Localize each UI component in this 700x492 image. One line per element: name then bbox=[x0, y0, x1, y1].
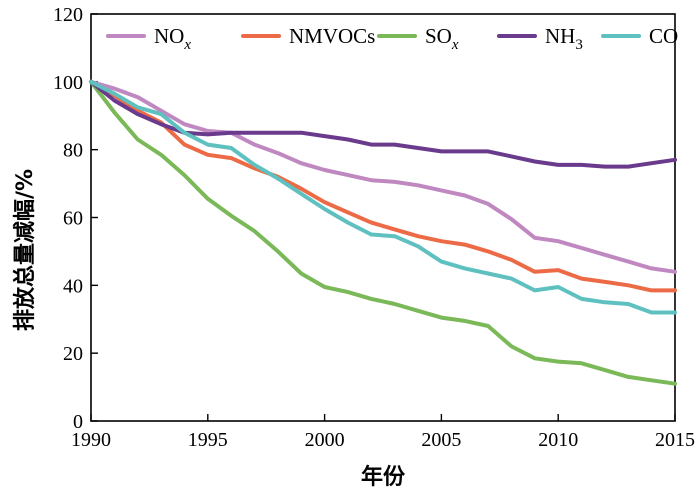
y-tick-label: 40 bbox=[63, 275, 83, 297]
y-tick-label: 0 bbox=[73, 411, 83, 433]
series-line-1 bbox=[89, 79, 677, 274]
y-tick-label: 120 bbox=[53, 4, 83, 26]
legend-label-5: CO bbox=[649, 24, 678, 48]
y-axis-title: 排放总量减幅/% bbox=[12, 169, 38, 331]
legend-label-subscript: x bbox=[183, 37, 191, 53]
y-tick-label: 60 bbox=[63, 208, 83, 230]
x-axis-title: 年份 bbox=[361, 464, 406, 490]
legend-label-4: NH3 bbox=[545, 24, 583, 53]
legend-label-3: SOx bbox=[425, 24, 459, 53]
x-tick-label: 2005 bbox=[421, 429, 461, 451]
legend-label-2: NMVOCs bbox=[289, 24, 375, 48]
axes: 1990 1995 2000 2005 2010 2015 0 20 40 60 80 100 120 bbox=[53, 4, 695, 451]
plot-frame bbox=[90, 13, 676, 422]
x-tick-label: 2015 bbox=[655, 429, 695, 451]
legend-label-subscript: x bbox=[451, 37, 459, 53]
series-line-3 bbox=[89, 79, 677, 386]
legend-label-1: NOx bbox=[154, 24, 191, 53]
y-tick-label: 20 bbox=[63, 343, 83, 365]
series-line-4 bbox=[89, 79, 677, 169]
series-line-2 bbox=[89, 79, 677, 293]
x-tick-label: 1995 bbox=[188, 429, 228, 451]
series-layer bbox=[89, 79, 677, 386]
series-line-5 bbox=[89, 79, 677, 315]
y-tick-label: 80 bbox=[63, 140, 83, 162]
x-tick-label: 2000 bbox=[305, 429, 345, 451]
y-tick-label: 100 bbox=[53, 72, 83, 94]
x-tick-label: 2010 bbox=[538, 429, 578, 451]
x-tick-label: 1990 bbox=[71, 429, 111, 451]
legend-label-subscript: 3 bbox=[575, 37, 583, 53]
legend: NOx NMVOCs SOx NH3 CO bbox=[106, 24, 678, 53]
